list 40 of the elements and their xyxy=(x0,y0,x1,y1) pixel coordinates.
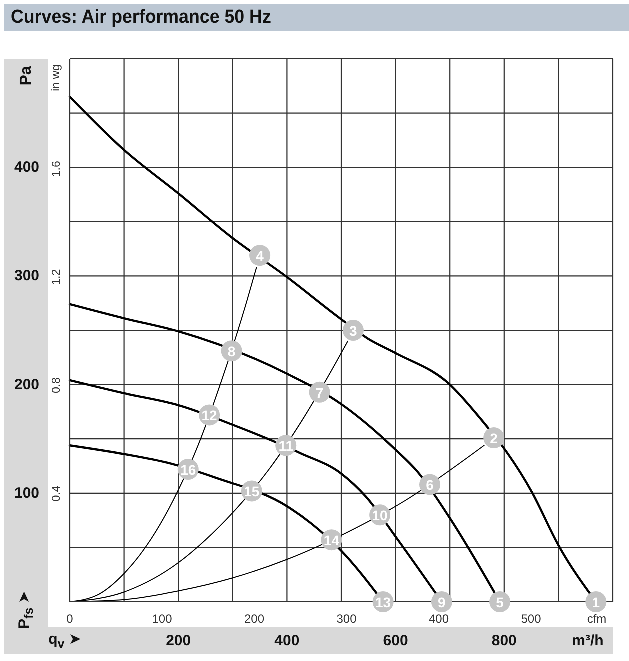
y2-tick-label: 0.8 xyxy=(51,378,63,394)
y2-tick-label: 1.6 xyxy=(51,161,63,178)
x-tick-label: 800 xyxy=(492,632,517,650)
y-tick-label: 100 xyxy=(14,484,40,502)
x2-tick-label: 0 xyxy=(66,612,74,626)
annotation: 6 xyxy=(426,477,434,494)
text: q$_{v}$ ➤ xyxy=(48,630,82,651)
annotation: 10 xyxy=(372,508,388,524)
x-tick-label: 200 xyxy=(166,632,192,650)
annotation: 13 xyxy=(376,594,392,610)
annotation: 15 xyxy=(244,484,260,500)
annotation: 11 xyxy=(278,438,294,454)
y-axis-title: Pa xyxy=(18,66,35,86)
x2-tick-label: 300 xyxy=(336,612,358,626)
y-tick-label: 200 xyxy=(14,376,40,394)
x-axis-title: m³/h xyxy=(572,632,604,650)
annotation: 16 xyxy=(180,462,196,478)
x2-tick-label: 500 xyxy=(521,612,542,626)
annotation: 2 xyxy=(490,430,498,447)
annotation: 4 xyxy=(256,248,264,264)
chart-title: Curves: Air performance 50 Hz xyxy=(11,6,272,28)
annotation: 7 xyxy=(316,384,324,401)
y2-axis-title: in wg xyxy=(50,64,63,92)
x2-axis-title: cfm xyxy=(587,612,607,626)
x2-tick-label: 200 xyxy=(244,612,265,626)
y2-tick-label: 1.2 xyxy=(51,269,63,286)
y-tick-label: 400 xyxy=(14,159,40,176)
y2-tick-label: 0.4 xyxy=(51,485,63,502)
annotation: 9 xyxy=(438,594,446,610)
annotation: 3 xyxy=(350,323,358,339)
x2-tick-label: 100 xyxy=(152,612,173,626)
annotation: 12 xyxy=(202,408,218,424)
annotation: 8 xyxy=(228,344,236,360)
x-tick-label: 400 xyxy=(274,632,300,650)
x2-tick-label: 400 xyxy=(428,612,450,626)
annotation: 5 xyxy=(496,594,504,610)
annotation: 1 xyxy=(592,594,600,610)
y-tick-label: 300 xyxy=(14,268,40,285)
x-tick-label: 600 xyxy=(383,632,408,650)
annotation: 14 xyxy=(324,532,340,549)
